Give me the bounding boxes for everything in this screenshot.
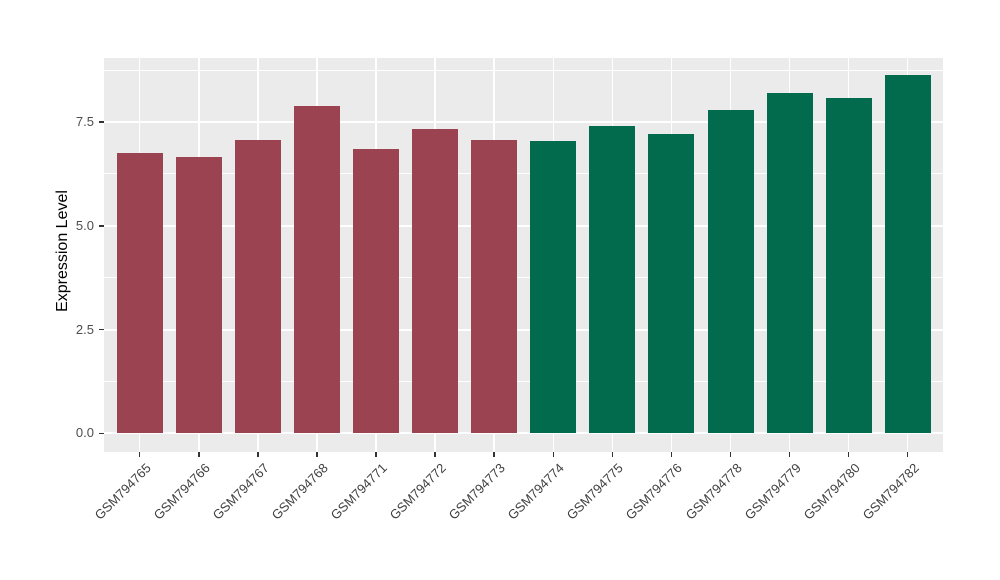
bar-GSM794768 <box>293 105 340 434</box>
y-tick-label: 7.5 <box>75 114 94 130</box>
x-tick-label: GSM794771 <box>327 460 390 523</box>
x-tick-mark <box>375 452 377 457</box>
bar-GSM794766 <box>175 156 222 434</box>
x-tick-mark <box>552 452 554 457</box>
x-tick-label: GSM794776 <box>623 460 686 523</box>
x-tick-mark <box>847 452 850 457</box>
bar-GSM794773 <box>471 140 518 434</box>
x-tick-mark <box>670 452 673 457</box>
y-minor-gridline <box>104 69 943 71</box>
x-tick-mark <box>434 452 436 457</box>
y-minor-gridline <box>104 277 943 279</box>
x-tick-label: GSM794772 <box>386 460 450 523</box>
x-tick-label: GSM794767 <box>209 460 272 523</box>
bar-GSM794772 <box>412 129 459 434</box>
y-major-gridline <box>104 432 943 435</box>
bar-GSM794782 <box>884 75 931 434</box>
x-tick-label: GSM794780 <box>800 460 863 523</box>
y-major-gridline <box>104 121 943 124</box>
x-tick-label: GSM794782 <box>859 460 922 523</box>
y-tick-label: 2.5 <box>75 321 94 337</box>
x-tick-mark <box>198 452 200 457</box>
y-minor-gridline <box>104 380 943 382</box>
x-tick-mark <box>316 452 318 457</box>
y-tick-mark <box>99 328 104 331</box>
x-tick-label: GSM794779 <box>741 460 804 523</box>
y-tick-label: 5.0 <box>75 217 94 233</box>
x-tick-mark <box>788 452 791 457</box>
x-tick-mark <box>138 452 141 457</box>
x-tick-label: GSM794765 <box>91 460 154 523</box>
y-tick-label: 0.0 <box>75 425 94 441</box>
y-tick-mark <box>99 432 104 435</box>
y-major-gridline <box>104 224 943 227</box>
x-tick-label: GSM794778 <box>682 460 745 523</box>
x-tick-mark <box>729 452 732 457</box>
y-minor-gridline <box>104 173 943 175</box>
bar-GSM794776 <box>648 134 695 434</box>
x-tick-mark <box>906 452 909 457</box>
bar-GSM794771 <box>353 149 400 434</box>
y-tick-mark <box>99 121 104 123</box>
bar-GSM794765 <box>116 153 163 434</box>
x-tick-mark <box>257 452 259 457</box>
bar-GSM794774 <box>530 140 577 434</box>
x-tick-label: GSM794773 <box>445 460 509 523</box>
x-tick-mark <box>493 452 495 457</box>
bar-GSM794780 <box>825 97 872 434</box>
plot-panel <box>104 58 943 452</box>
x-tick-label: GSM794775 <box>564 460 627 523</box>
bar-GSM794775 <box>589 126 636 434</box>
y-major-gridline <box>104 328 943 331</box>
x-tick-label: GSM794766 <box>150 460 213 523</box>
bar-GSM794767 <box>234 140 281 434</box>
y-axis-title: Expression Level <box>54 190 71 312</box>
x-tick-mark <box>611 452 614 457</box>
x-tick-label: GSM794768 <box>268 460 331 523</box>
bar-GSM794778 <box>707 110 754 434</box>
y-tick-mark <box>99 225 104 227</box>
bar-GSM794779 <box>766 93 813 434</box>
x-tick-label: GSM794774 <box>504 460 568 523</box>
